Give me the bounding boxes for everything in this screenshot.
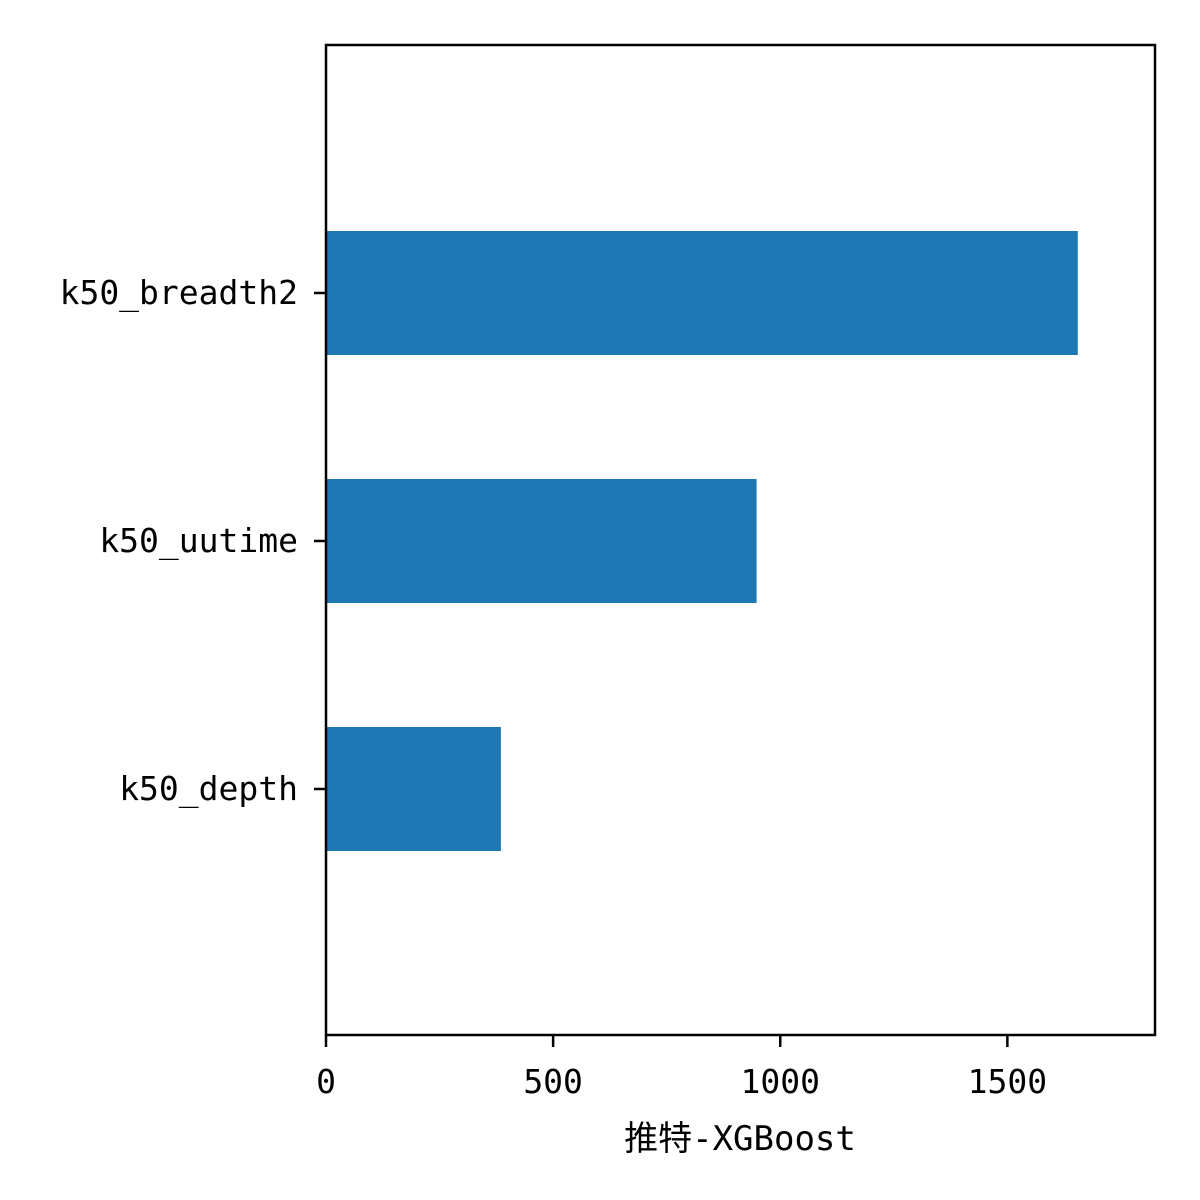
bar-k50_uutime [326,479,757,603]
bar-k50_breadth2 [326,231,1078,355]
y-axis-ticks: k50_breadth2 k50_uutime k50_depth [60,273,326,809]
y-tick-label: k50_uutime [99,521,298,561]
x-tick-label: 1000 [741,1062,820,1101]
x-tick-label: 500 [523,1062,583,1101]
x-tick-label: 0 [316,1062,336,1101]
plot-frame [324,43,1157,1037]
y-tick-label: k50_depth [119,769,298,809]
x-tick-label: 1500 [968,1062,1047,1101]
x-axis-ticks: 0 500 1000 1500 [316,1035,1047,1101]
y-tick-label: k50_breadth2 [60,273,298,313]
bars-group [326,231,1078,851]
x-axis-label: 推特-XGBoost [624,1119,856,1159]
bar-k50_depth [326,727,501,851]
